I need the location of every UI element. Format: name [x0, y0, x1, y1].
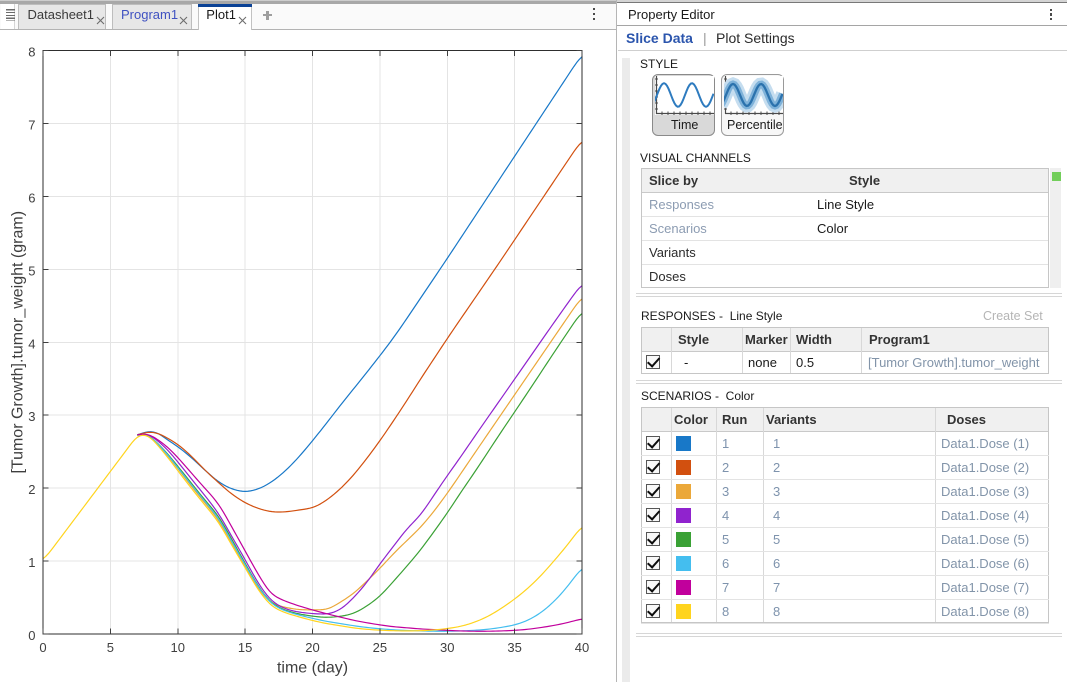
svg-text:6: 6 [28, 190, 35, 205]
svg-text:5: 5 [28, 263, 35, 278]
svg-text:time (day): time (day) [277, 660, 348, 677]
svg-text:25: 25 [373, 640, 387, 655]
svg-text:0: 0 [39, 640, 46, 655]
svg-text:3: 3 [28, 409, 35, 424]
svg-text:20: 20 [305, 640, 319, 655]
svg-text:1: 1 [28, 555, 35, 570]
svg-text:0: 0 [28, 628, 35, 643]
svg-text:4: 4 [28, 336, 35, 351]
svg-text:[Tumor Growth].tumor_weight (g: [Tumor Growth].tumor_weight (gram) [10, 211, 27, 474]
svg-text:35: 35 [507, 640, 521, 655]
svg-text:40: 40 [575, 640, 589, 655]
svg-text:10: 10 [171, 640, 185, 655]
svg-text:15: 15 [238, 640, 252, 655]
svg-text:30: 30 [440, 640, 454, 655]
svg-text:2: 2 [28, 482, 35, 497]
svg-text:8: 8 [28, 45, 35, 60]
svg-text:7: 7 [28, 117, 35, 132]
svg-text:5: 5 [107, 640, 114, 655]
